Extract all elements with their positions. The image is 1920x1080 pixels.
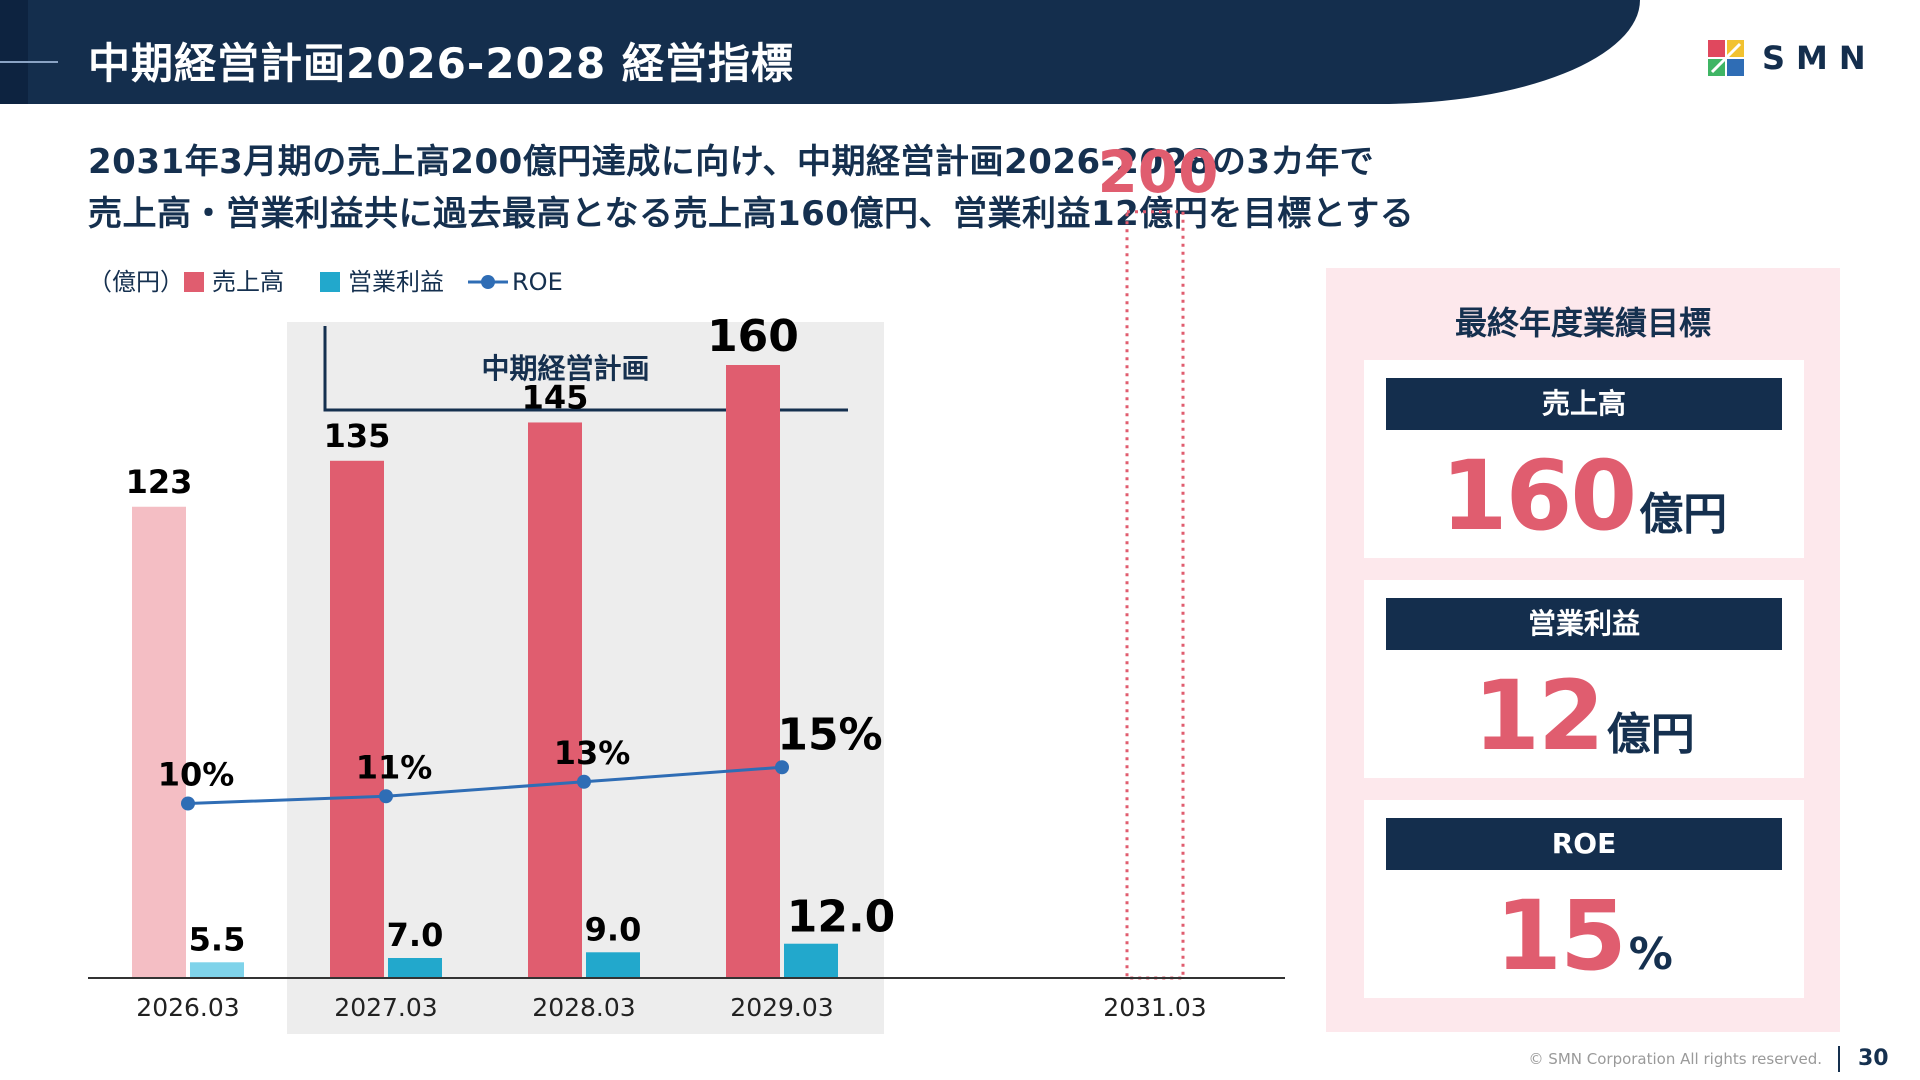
lead-text: 2031年3月期の売上高200億円達成に向け、中期経営計画2026-2028の3… — [88, 136, 1414, 240]
page-number: 30 — [1858, 1046, 1889, 1071]
lead-line-2: 売上高・営業利益共に過去最高となる売上高160億円、営業利益12億円を目標とする — [88, 194, 1415, 234]
legend-label-roe: ROE — [512, 268, 563, 296]
logo: SMN — [1708, 40, 1888, 76]
bar-label-operating-profit: 7.0 — [387, 916, 444, 954]
bar-operating-profit — [388, 958, 442, 978]
roe-point — [379, 789, 393, 804]
target-value-number: 15 — [1495, 880, 1627, 992]
bar-label-operating-profit: 12.0 — [787, 892, 896, 943]
target-card-label: 売上高 — [1386, 378, 1782, 430]
target-panel: 最終年度業績目標 売上高 160億円 営業利益 12億円 ROE 15% — [1326, 268, 1840, 1032]
roe-point — [775, 760, 789, 775]
x-tick-label: 2028.03 — [532, 993, 635, 1022]
bar-label-sales: 200 — [1097, 138, 1218, 206]
header-divider — [0, 61, 58, 63]
target-card-value: 12億円 — [1364, 660, 1804, 772]
target-value-unit: 億円 — [1606, 709, 1695, 760]
roe-label: 15% — [777, 709, 882, 760]
bar-sales-target — [1125, 210, 1185, 980]
plan-band-label: 中期経営計画 — [481, 352, 649, 385]
x-tick-label: 2026.03 — [136, 993, 239, 1022]
legend-unit-label: （億円） — [88, 268, 184, 296]
roe-line — [187, 765, 783, 805]
roe-label: 10% — [158, 756, 235, 794]
legend-swatch-sales — [184, 272, 204, 292]
target-card-sales: 売上高 160億円 — [1364, 360, 1804, 558]
legend-swatch-operating-profit — [320, 272, 340, 292]
x-tick-label: 2031.03 — [1103, 993, 1206, 1022]
bar-sales — [330, 460, 384, 978]
x-tick-label: 2027.03 — [334, 993, 437, 1022]
roe-label: 13% — [554, 734, 631, 772]
bar-sales — [528, 422, 582, 978]
bar-sales — [132, 506, 186, 978]
header-bar — [0, 0, 1640, 104]
bar-operating-profit — [784, 943, 838, 978]
target-panel-title: 最終年度業績目標 — [1454, 304, 1711, 342]
bar-operating-profit — [586, 952, 640, 978]
target-card-value: 160億円 — [1364, 440, 1804, 552]
chart-legend: （億円） 売上高 営業利益 ROE — [88, 268, 563, 296]
roe-line-group: 10% 11% 13% 15% — [158, 709, 883, 811]
logo-mark-icon — [1708, 40, 1744, 76]
performance-chart: 中期経営計画 （億円） 売上高 営業利益 ROE 123 5.5 135 7.0 145 9.0… — [88, 138, 1285, 1034]
target-value-unit: % — [1628, 929, 1673, 980]
legend-marker-roe — [481, 275, 495, 289]
target-card-value: 15% — [1364, 880, 1804, 992]
header-accent — [0, 0, 28, 104]
roe-label: 11% — [356, 748, 433, 786]
bar-label-sales: 135 — [324, 417, 391, 455]
bar-label-sales: 160 — [707, 311, 799, 362]
target-value-unit: 億円 — [1639, 489, 1728, 540]
bar-sales — [726, 365, 780, 978]
x-tick-labels: 2026.03 2027.03 2028.03 2029.03 2031.03 — [136, 993, 1206, 1022]
logo-text: SMN — [1762, 39, 1877, 77]
bars-group: 123 5.5 135 7.0 145 9.0 160 12.0 200 — [126, 138, 1219, 980]
target-card-roe: ROE 15% — [1364, 800, 1804, 998]
legend-label-sales: 売上高 — [212, 268, 284, 296]
target-card-operating-profit: 営業利益 12億円 — [1364, 580, 1804, 778]
legend-label-operating-profit: 営業利益 — [348, 268, 444, 296]
target-value-number: 160 — [1440, 440, 1637, 552]
bar-operating-profit — [190, 962, 244, 978]
bar-label-sales: 123 — [126, 463, 193, 501]
target-card-label: ROE — [1386, 818, 1782, 870]
plan-band-bracket — [323, 326, 848, 412]
footer-separator — [1838, 1046, 1840, 1072]
target-card-label: 営業利益 — [1386, 598, 1782, 650]
roe-point — [181, 796, 195, 811]
bar-label-operating-profit: 9.0 — [585, 910, 642, 948]
lead-line-1: 2031年3月期の売上高200億円達成に向け、中期経営計画2026-2028の3… — [88, 142, 1375, 182]
bar-label-operating-profit: 5.5 — [189, 920, 246, 958]
plan-band — [287, 322, 884, 1034]
x-tick-label: 2029.03 — [730, 993, 833, 1022]
target-value-number: 12 — [1473, 660, 1605, 772]
roe-point — [577, 774, 591, 789]
footer-copyright: © SMN Corporation All rights reserved. — [1528, 1050, 1822, 1068]
bar-label-sales: 145 — [522, 378, 589, 416]
page-title: 中期経営計画2026-2028 経営指標 — [88, 39, 794, 88]
